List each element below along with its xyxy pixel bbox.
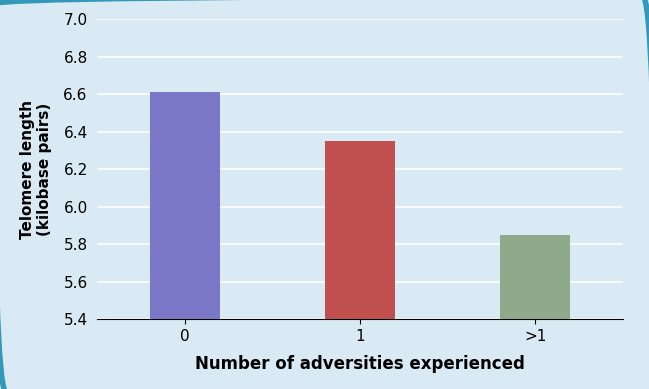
X-axis label: Number of adversities experienced: Number of adversities experienced bbox=[195, 355, 525, 373]
Bar bbox=[500, 235, 570, 389]
Bar bbox=[325, 141, 395, 389]
Bar bbox=[150, 93, 220, 389]
Y-axis label: Telomere length
(kilobase pairs): Telomere length (kilobase pairs) bbox=[19, 100, 52, 239]
